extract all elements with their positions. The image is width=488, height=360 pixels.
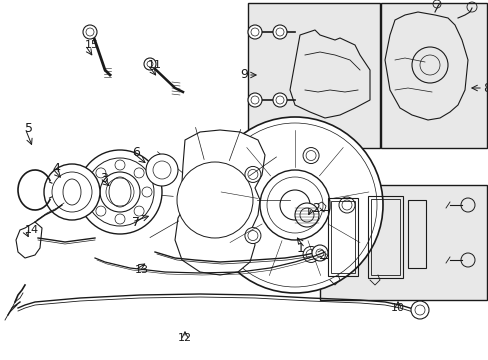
Circle shape (294, 203, 318, 227)
Circle shape (115, 214, 125, 224)
Bar (367, 196, 402, 278)
Text: 9: 9 (240, 68, 247, 81)
Text: 1: 1 (297, 242, 305, 255)
Bar (327, 198, 357, 276)
Circle shape (96, 206, 106, 216)
Circle shape (250, 96, 259, 104)
Text: 2: 2 (311, 202, 319, 215)
Bar (330, 201, 354, 273)
Circle shape (272, 93, 286, 107)
Circle shape (100, 172, 140, 212)
Text: 14: 14 (25, 225, 39, 235)
Circle shape (143, 58, 156, 70)
Circle shape (280, 190, 309, 220)
Text: 7: 7 (132, 216, 140, 229)
Circle shape (244, 228, 261, 244)
Circle shape (142, 187, 152, 197)
Circle shape (96, 168, 106, 178)
Text: 11: 11 (148, 60, 162, 70)
Text: 15: 15 (85, 40, 99, 50)
Polygon shape (16, 222, 42, 258)
Circle shape (410, 301, 428, 319)
Polygon shape (175, 130, 264, 275)
Circle shape (88, 187, 98, 197)
Circle shape (272, 25, 286, 39)
Text: 12: 12 (178, 333, 192, 343)
Circle shape (44, 164, 100, 220)
Bar (380, 3, 486, 148)
Circle shape (134, 206, 144, 216)
Circle shape (134, 168, 144, 178)
Circle shape (338, 197, 354, 213)
Circle shape (115, 160, 125, 170)
Text: 6: 6 (132, 145, 140, 158)
Circle shape (303, 247, 318, 262)
Circle shape (247, 93, 262, 107)
Circle shape (83, 25, 97, 39)
Text: 3: 3 (100, 171, 108, 184)
Bar (319, 185, 486, 300)
Circle shape (206, 117, 382, 293)
Circle shape (146, 154, 178, 186)
Circle shape (78, 150, 162, 234)
Circle shape (311, 245, 327, 261)
Text: 4: 4 (52, 162, 60, 175)
Circle shape (244, 166, 261, 183)
Bar (407, 200, 425, 268)
Bar (370, 199, 399, 275)
Circle shape (177, 162, 252, 238)
Text: 5: 5 (25, 122, 33, 135)
Circle shape (260, 170, 329, 240)
Circle shape (250, 28, 259, 36)
Bar (247, 3, 379, 148)
Text: 13: 13 (135, 265, 149, 275)
Text: 8: 8 (482, 81, 488, 94)
Circle shape (303, 148, 318, 163)
Circle shape (247, 25, 262, 39)
Text: 10: 10 (390, 303, 404, 313)
